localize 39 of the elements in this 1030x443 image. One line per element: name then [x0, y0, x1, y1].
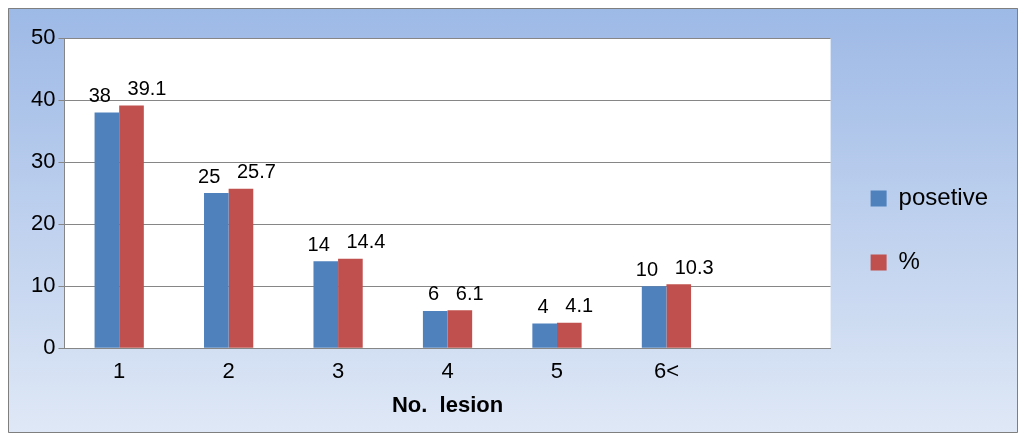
y-tick-label: 20 — [30, 210, 56, 236]
data-label: 38 — [88, 83, 111, 106]
bar — [641, 286, 667, 348]
y-tick-label: 30 — [30, 148, 56, 174]
x-tick-label: 5 — [550, 358, 564, 384]
data-label: 6 — [428, 282, 440, 305]
y-tick-label: 0 — [43, 334, 56, 360]
bar — [338, 258, 363, 348]
data-label: 4.1 — [565, 294, 594, 317]
data-label: 25 — [198, 164, 221, 187]
bar — [119, 105, 144, 348]
bar — [228, 188, 254, 348]
bar — [556, 322, 582, 348]
y-tick-label: 10 — [30, 272, 56, 298]
bar — [422, 310, 448, 348]
bar — [204, 193, 229, 348]
x-tick-label: 6< — [653, 358, 679, 384]
x-tick-label: 4 — [441, 358, 454, 384]
bar — [313, 261, 339, 348]
data-label: 10.3 — [674, 255, 714, 278]
y-tick-label: 40 — [30, 86, 56, 112]
data-label: 4 — [537, 294, 549, 317]
x-tick-label: 2 — [222, 358, 235, 384]
legend-label: posetive — [898, 183, 988, 211]
y-tick-label: 50 — [30, 24, 56, 50]
legend-label: % — [898, 247, 920, 275]
data-label: 14.4 — [346, 230, 386, 253]
data-label: 10 — [635, 257, 659, 280]
data-label: 25.7 — [236, 160, 276, 183]
bar — [94, 112, 120, 348]
bar — [447, 310, 473, 348]
data-label: 14 — [307, 232, 330, 255]
x-tick-label: 1 — [113, 358, 126, 384]
bar — [532, 323, 557, 348]
data-label: 39.1 — [127, 77, 167, 100]
data-label: 6.1 — [455, 281, 484, 304]
x-tick-label: 3 — [331, 358, 345, 384]
x-axis-title: No. lesion — [391, 391, 504, 417]
bar — [666, 284, 692, 348]
